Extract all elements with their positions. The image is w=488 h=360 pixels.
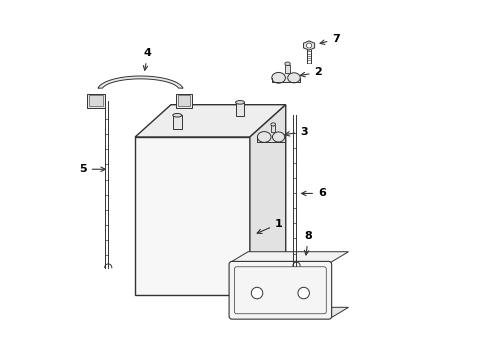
Ellipse shape	[257, 132, 270, 142]
Ellipse shape	[270, 123, 275, 126]
Circle shape	[306, 43, 311, 48]
Polygon shape	[264, 132, 278, 141]
Text: 2: 2	[300, 67, 322, 77]
Polygon shape	[87, 94, 105, 108]
Polygon shape	[176, 94, 192, 108]
Polygon shape	[230, 307, 348, 318]
Ellipse shape	[172, 113, 182, 117]
Text: 5: 5	[79, 164, 105, 174]
Polygon shape	[135, 105, 285, 137]
Ellipse shape	[271, 72, 285, 83]
Ellipse shape	[285, 62, 290, 66]
Polygon shape	[172, 115, 182, 129]
Text: 8: 8	[304, 231, 312, 255]
Circle shape	[251, 287, 262, 299]
Polygon shape	[135, 137, 249, 295]
Text: 3: 3	[285, 127, 307, 136]
Polygon shape	[249, 105, 285, 295]
Polygon shape	[98, 76, 183, 88]
Text: 6: 6	[301, 188, 325, 198]
Polygon shape	[89, 95, 103, 106]
Polygon shape	[285, 64, 289, 73]
Ellipse shape	[272, 132, 284, 142]
Text: 1: 1	[257, 219, 282, 233]
Polygon shape	[177, 95, 190, 106]
FancyBboxPatch shape	[228, 261, 331, 319]
Ellipse shape	[287, 73, 300, 83]
Polygon shape	[230, 252, 348, 262]
Circle shape	[297, 287, 309, 299]
Polygon shape	[278, 73, 293, 82]
Ellipse shape	[235, 100, 244, 104]
Text: 4: 4	[143, 48, 151, 70]
Polygon shape	[303, 41, 314, 50]
Polygon shape	[235, 102, 244, 116]
Text: 7: 7	[320, 34, 340, 44]
Polygon shape	[271, 125, 274, 132]
